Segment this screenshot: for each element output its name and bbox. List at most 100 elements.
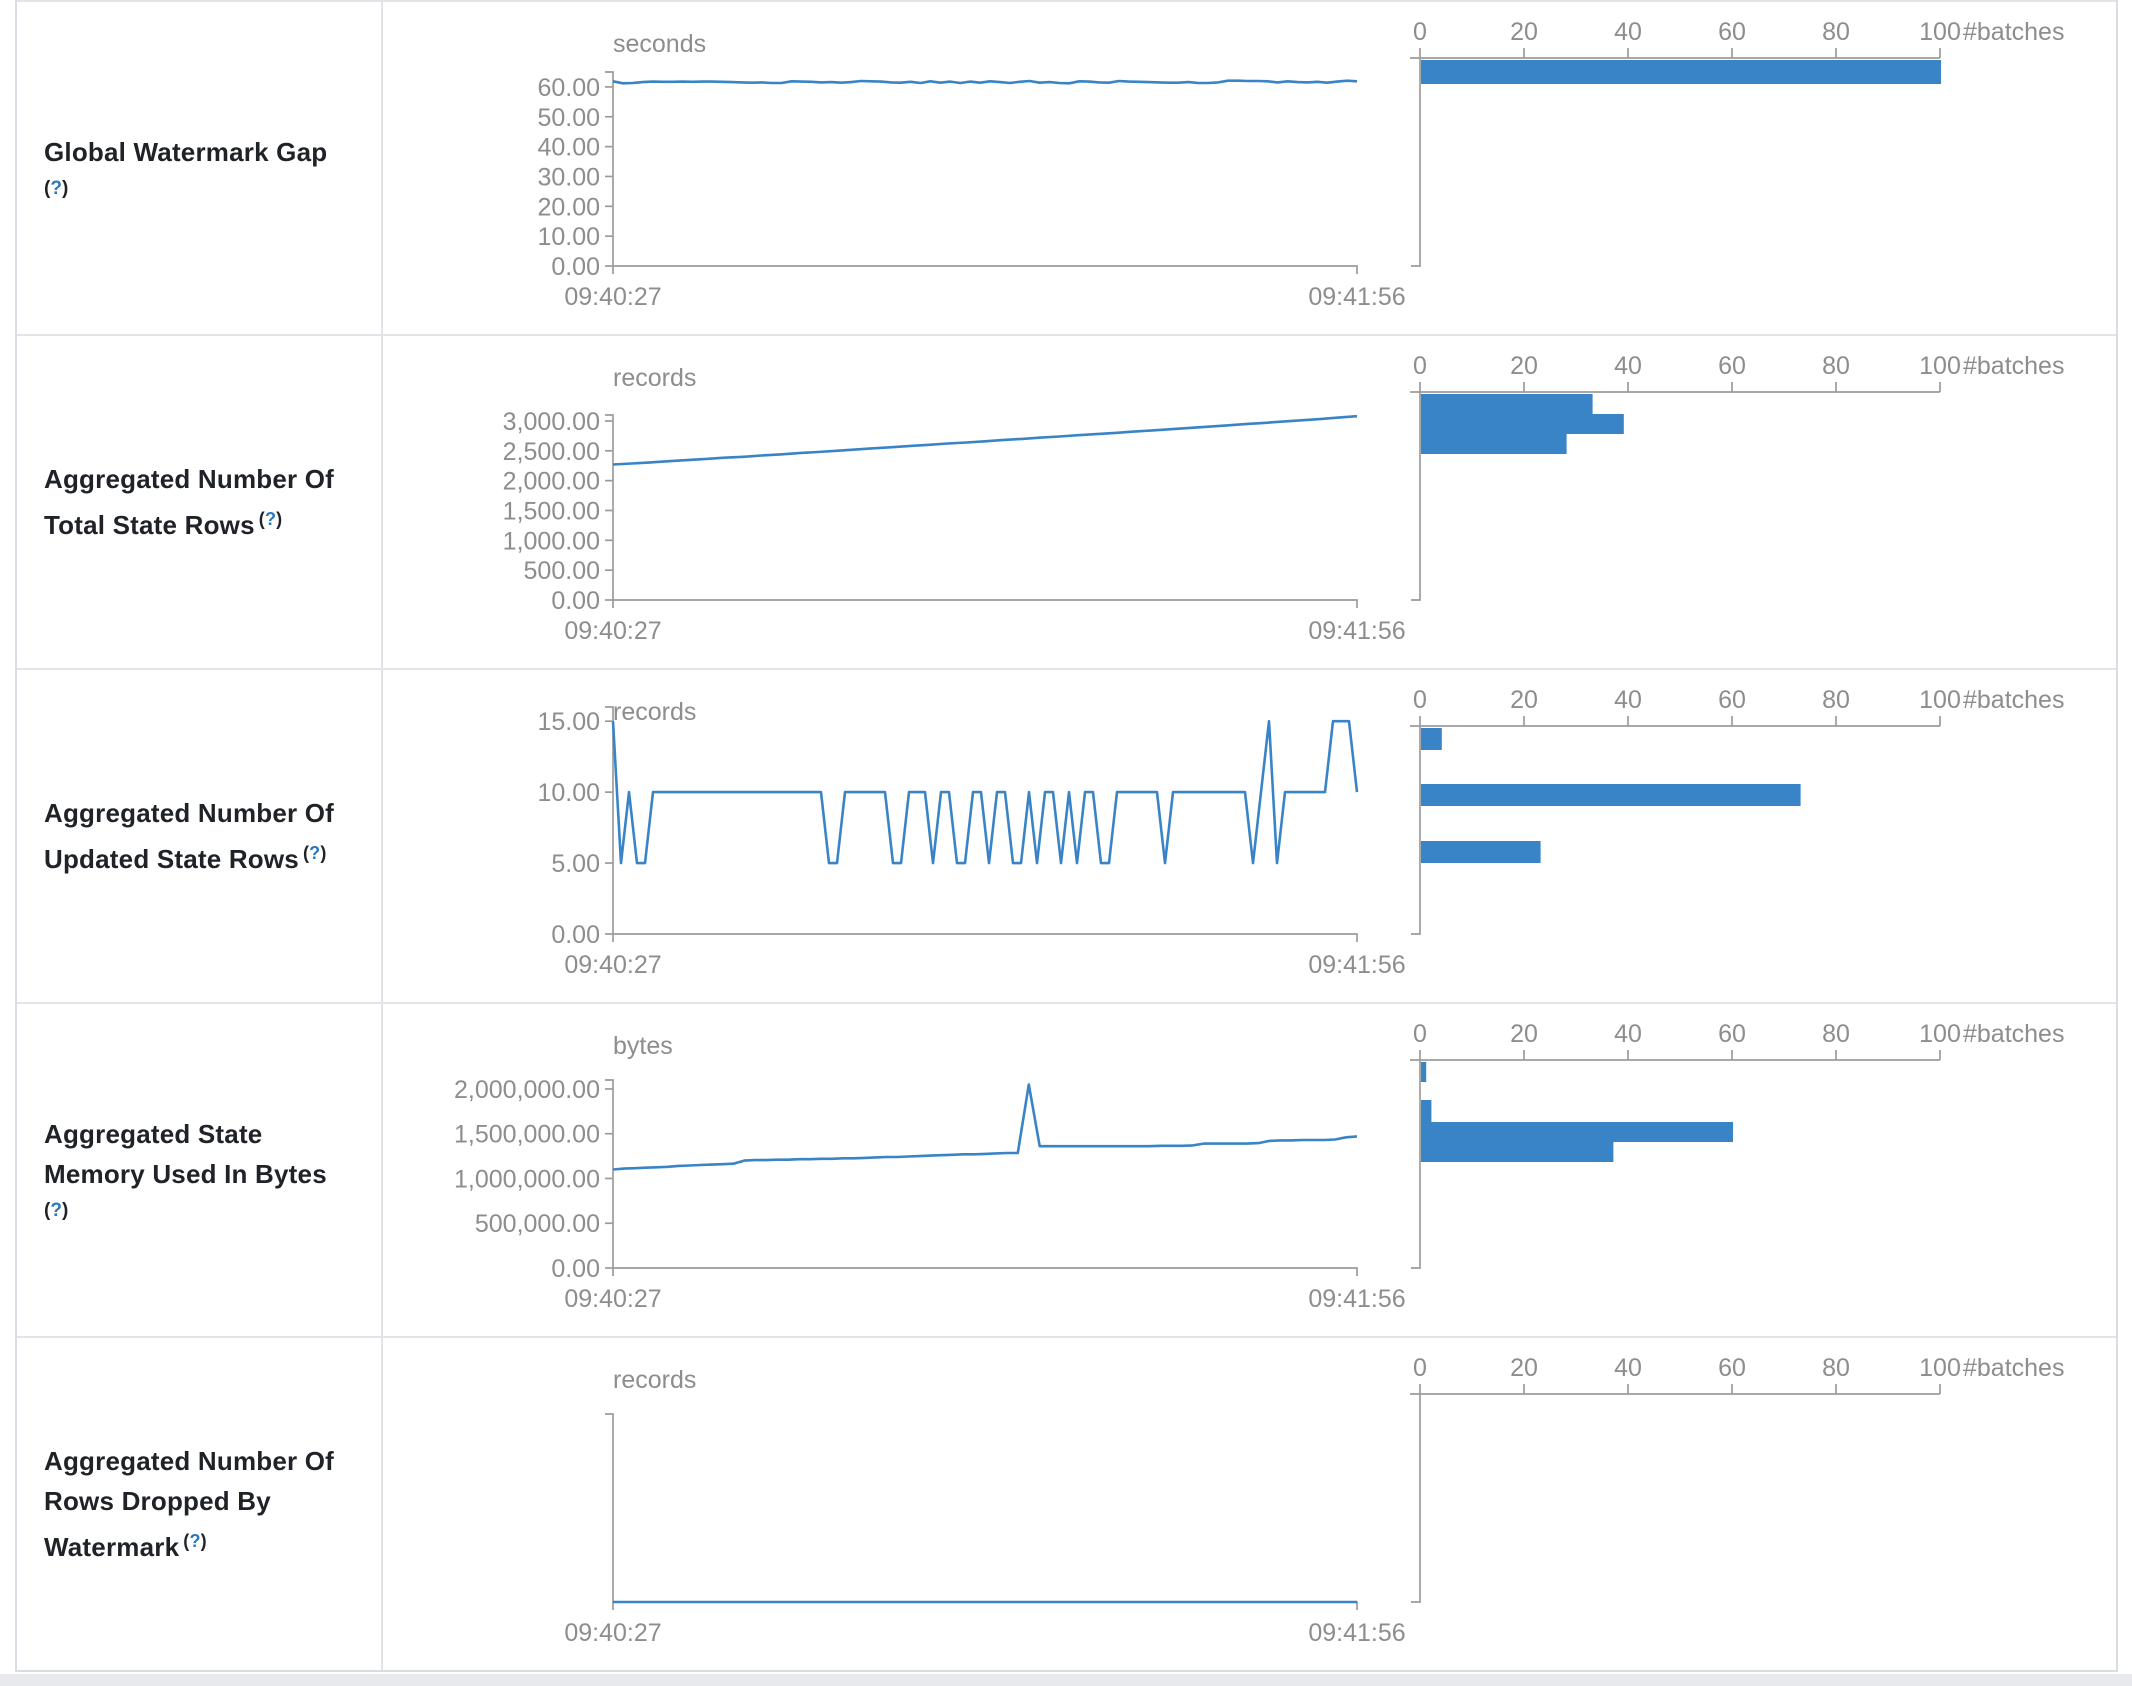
help-tooltip-trigger[interactable]: (?) [44,174,367,204]
help-tooltip-trigger[interactable]: (?) [44,1196,367,1226]
question-mark-icon[interactable]: ? [50,1200,62,1221]
question-mark-icon[interactable]: ? [264,509,277,529]
timeline-unit-label: records [613,364,696,392]
histogram-y-axis [1411,1060,1421,1269]
help-paren: ( [302,843,310,863]
x-axis-end-time: 09:41:56 [1308,283,1405,311]
y-axis-tick-label: 30.00 [537,163,600,191]
timeline-unit-label: bytes [613,1032,673,1060]
timeline-y-axis [605,1413,614,1602]
metric-title: Aggregated Number Of [44,464,335,494]
histogram-tick-label: 40 [1614,1020,1642,1048]
help-paren: ( [258,509,265,529]
y-axis-tick-label: 0.00 [551,587,600,615]
metric-title: Aggregated Number Of [44,1446,335,1476]
y-axis-tick-label: 0.00 [551,1255,600,1283]
x-axis-end-time: 09:41:56 [1308,1285,1405,1313]
histogram-bar [1421,1100,1432,1122]
histogram-tick-label: 80 [1822,18,1850,46]
x-axis-start-time: 09:40:27 [564,1619,661,1647]
metric-title: Aggregated Number Of [44,798,335,828]
help-tooltip-trigger[interactable]: (?) [259,509,283,529]
histogram-tick-label: 60 [1718,18,1746,46]
histogram-tick-label: 100 [1919,1354,1961,1382]
metric-row-state-memory-used: Aggregated State Memory Used In Bytes (?… [17,1002,2116,1336]
histogram-y-axis [1411,726,1421,935]
histogram-tick-label: 100 [1919,352,1961,380]
chart-cell: records 15.00 10.00 5.00 0.00 09:40:27 09:41:5… [383,670,2116,1002]
histogram-bar [1421,394,1593,414]
histogram-tick-label: 0 [1413,352,1427,380]
histogram-bar [1421,434,1567,454]
question-mark-icon[interactable]: ? [50,178,62,199]
help-paren: ) [276,509,283,529]
y-axis-tick-label: 50.00 [537,104,600,132]
x-axis-end-time: 09:41:56 [1308,951,1405,979]
metric-title: Memory Used In Bytes [44,1159,327,1189]
histogram-axis-label: #batches [1963,352,2064,380]
histogram-bar [1421,1122,1733,1142]
y-axis-tick-label: 5.00 [551,850,600,878]
help-paren: ) [320,843,327,863]
rows-dropped-charts-svg: records 09:40:27 09:41:56 0 20 40 60 80 100 #batc… [564,1354,2064,1647]
y-axis-tick-label: 40.00 [537,134,600,162]
timeline-line [612,414,1358,466]
y-axis-tick-label: 1,500.00 [503,497,600,525]
timeline-x-axis [612,933,1358,942]
histogram-tick-label: 60 [1718,352,1746,380]
timeline-unit-label: records [613,1366,696,1394]
help-tooltip-trigger[interactable]: (?) [183,1531,207,1551]
timeline-y-axis [605,71,614,266]
histogram-bar [1421,728,1442,750]
histogram-bar [1421,784,1801,806]
timeline-line [612,1083,1358,1171]
watermark-gap-charts-svg: seconds 60.0050.0040.0030.0020.0010.000.0… [537,18,2064,311]
timeline-x-axis [612,265,1358,274]
histogram-axis-label: #batches [1963,18,2064,46]
chart-cell: seconds 60.00 50.00 40.00 30.00 20.00 10.00 0.0… [383,2,2116,334]
histogram-axis-label: #batches [1963,686,2064,714]
y-axis-tick-label: 10.00 [537,779,600,807]
metric-label-state-memory-used: Aggregated State Memory Used In Bytes (?… [17,1004,383,1336]
question-mark-icon[interactable]: ? [309,843,321,863]
histogram-y-axis [1411,58,1421,267]
help-paren: ) [61,1200,69,1221]
histogram-tick-label: 40 [1614,18,1642,46]
metric-title: Watermark (?) [44,1531,207,1562]
histogram-axis-ticks [1419,1050,1941,1060]
x-axis-start-time: 09:40:27 [564,617,661,645]
y-axis-tick-label: 1,000.00 [503,527,600,555]
metric-label-rows-dropped-by-watermark: Aggregated Number Of Rows Dropped By Wat… [17,1338,383,1670]
y-axis-tick-label: 20.00 [537,193,600,221]
y-axis-tick-label: 0.00 [551,921,600,949]
question-mark-icon[interactable]: ? [189,1531,201,1551]
histogram-axis-label: #batches [1963,1020,2064,1048]
y-axis-tick-label: 60.00 [537,74,600,102]
histogram-bar [1421,1062,1427,1082]
histogram-tick-label: 80 [1822,352,1850,380]
histogram-tick-label: 80 [1822,686,1850,714]
timeline-unit-label: seconds [613,30,706,58]
timeline-line [611,719,1359,865]
metric-row-updated-state-rows: Aggregated Number Of Updated State Rows(… [17,668,2116,1002]
x-axis-end-time: 09:41:56 [1308,1619,1405,1647]
help-tooltip-trigger[interactable]: (?) [303,843,327,863]
metric-title: Total State Rows (?) [44,509,283,540]
metric-row-total-state-rows: Aggregated Number Of Total State Rows (?)… [17,334,2116,668]
histogram-tick-label: 60 [1718,1354,1746,1382]
histogram-tick-label: 80 [1822,1354,1850,1382]
histogram-bar [1421,1142,1614,1162]
metric-label-global-watermark-gap: Global Watermark Gap (?) [17,2,383,334]
metric-title: Global Watermark Gap [44,137,328,167]
chart-cell: bytes 2,000,000.00 1,500,000.00 1,000,000.0… [383,1004,2116,1336]
metric-title: Updated State Rows (?) [44,843,327,874]
histogram-axis-ticks [1419,382,1941,392]
histogram-axis-ticks [1419,1384,1941,1394]
help-paren: ( [183,1531,190,1551]
histogram-tick-label: 0 [1413,18,1427,46]
chart-cell: records 3,000.00 2,500.00 2,000.00 1,500.00 1… [383,336,2116,668]
total-state-rows-charts-svg: records3,000.002,500.002,000.001,500.001… [503,352,2065,645]
histogram-y-axis [1411,1394,1421,1603]
timeline-y-axis [605,706,614,934]
